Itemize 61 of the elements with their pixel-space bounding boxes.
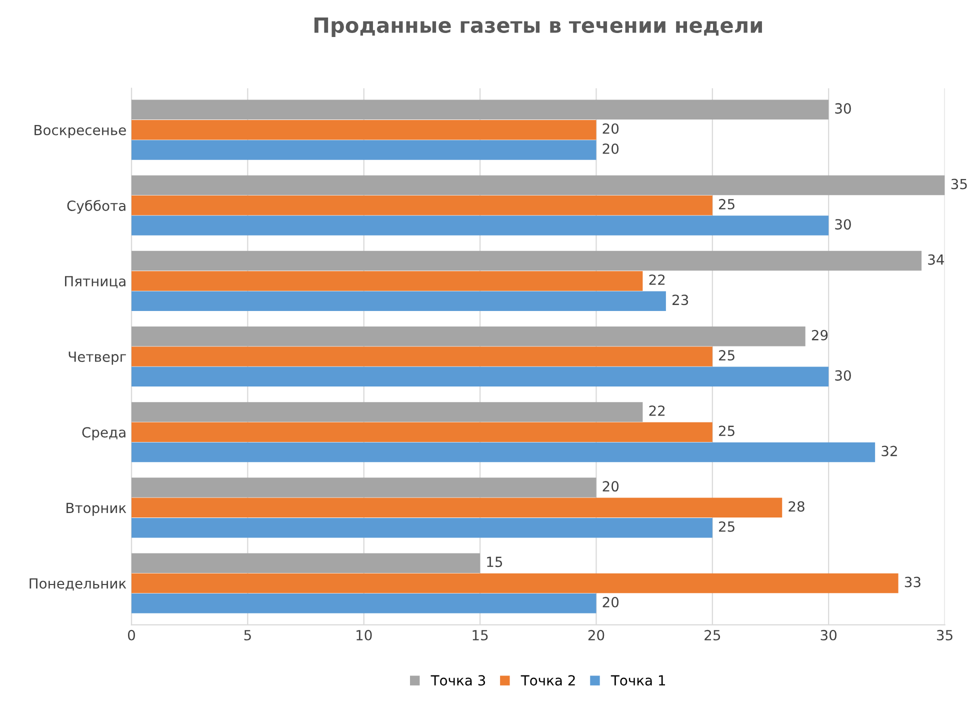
- bar: [131, 553, 480, 573]
- bar: [131, 366, 829, 387]
- data-label: 22: [649, 274, 665, 285]
- bar: [131, 271, 643, 291]
- data-label: 28: [788, 501, 804, 512]
- y-tick-label: Вторник: [66, 502, 126, 516]
- x-tick-label: 15: [472, 630, 488, 640]
- bar: [131, 594, 596, 614]
- bar: [131, 100, 829, 120]
- bar: [131, 326, 806, 346]
- y-tick-label: Понедельник: [30, 578, 126, 590]
- data-label: 33: [904, 576, 920, 588]
- data-label: 25: [718, 426, 734, 436]
- data-label: 22: [649, 405, 665, 416]
- y-tick-label: Суббота: [67, 200, 126, 214]
- bar: [131, 442, 876, 462]
- legend-label: Точка 2: [520, 675, 575, 686]
- y-tick-label: Среда: [82, 427, 126, 440]
- legend-label: Точка 3: [430, 675, 486, 686]
- data-label: 30: [835, 219, 851, 230]
- bar: [131, 216, 829, 236]
- bar: [131, 120, 596, 140]
- x-tick-label: 30: [820, 630, 837, 640]
- data-label: 35: [951, 178, 967, 190]
- x-tick-label: 10: [356, 630, 372, 640]
- data-label: 20: [602, 596, 619, 608]
- bar: [131, 573, 898, 594]
- y-tick-label: Воскресенье: [34, 124, 126, 138]
- y-tick-label: Четверг: [68, 352, 126, 365]
- bar: [131, 518, 712, 538]
- x-tick-label: 20: [588, 630, 604, 640]
- x-tick-label: 0: [128, 630, 135, 640]
- bar: [131, 498, 782, 518]
- bar: [131, 291, 666, 311]
- data-label: 29: [812, 330, 828, 340]
- bar: [131, 250, 922, 271]
- data-label: 20: [602, 123, 619, 134]
- x-tick-label: 5: [244, 630, 251, 640]
- legend-label: Точка 1: [610, 675, 665, 686]
- bar: [131, 346, 712, 366]
- data-label: 25: [718, 198, 734, 210]
- data-label: 32: [882, 446, 897, 456]
- bar: [131, 175, 945, 196]
- bar: [131, 140, 596, 160]
- data-label: 30: [835, 103, 851, 114]
- data-label: 30: [835, 370, 851, 381]
- bar: [131, 196, 712, 216]
- data-label: 25: [718, 521, 734, 532]
- bar: [131, 478, 596, 498]
- data-label: 34: [928, 254, 944, 265]
- y-tick-label: Пятница: [65, 276, 126, 288]
- bar: [131, 422, 712, 442]
- data-label: 20: [602, 143, 619, 154]
- bar: [131, 402, 643, 422]
- x-tick-label: 35: [937, 630, 952, 640]
- x-tick-label: 25: [704, 630, 720, 640]
- data-label: 25: [718, 350, 734, 361]
- data-label: 15: [487, 556, 502, 568]
- chart-title: Проданные газеты в течении недели: [314, 18, 762, 38]
- data-label: 20: [602, 481, 619, 492]
- data-label: 23: [672, 294, 688, 306]
